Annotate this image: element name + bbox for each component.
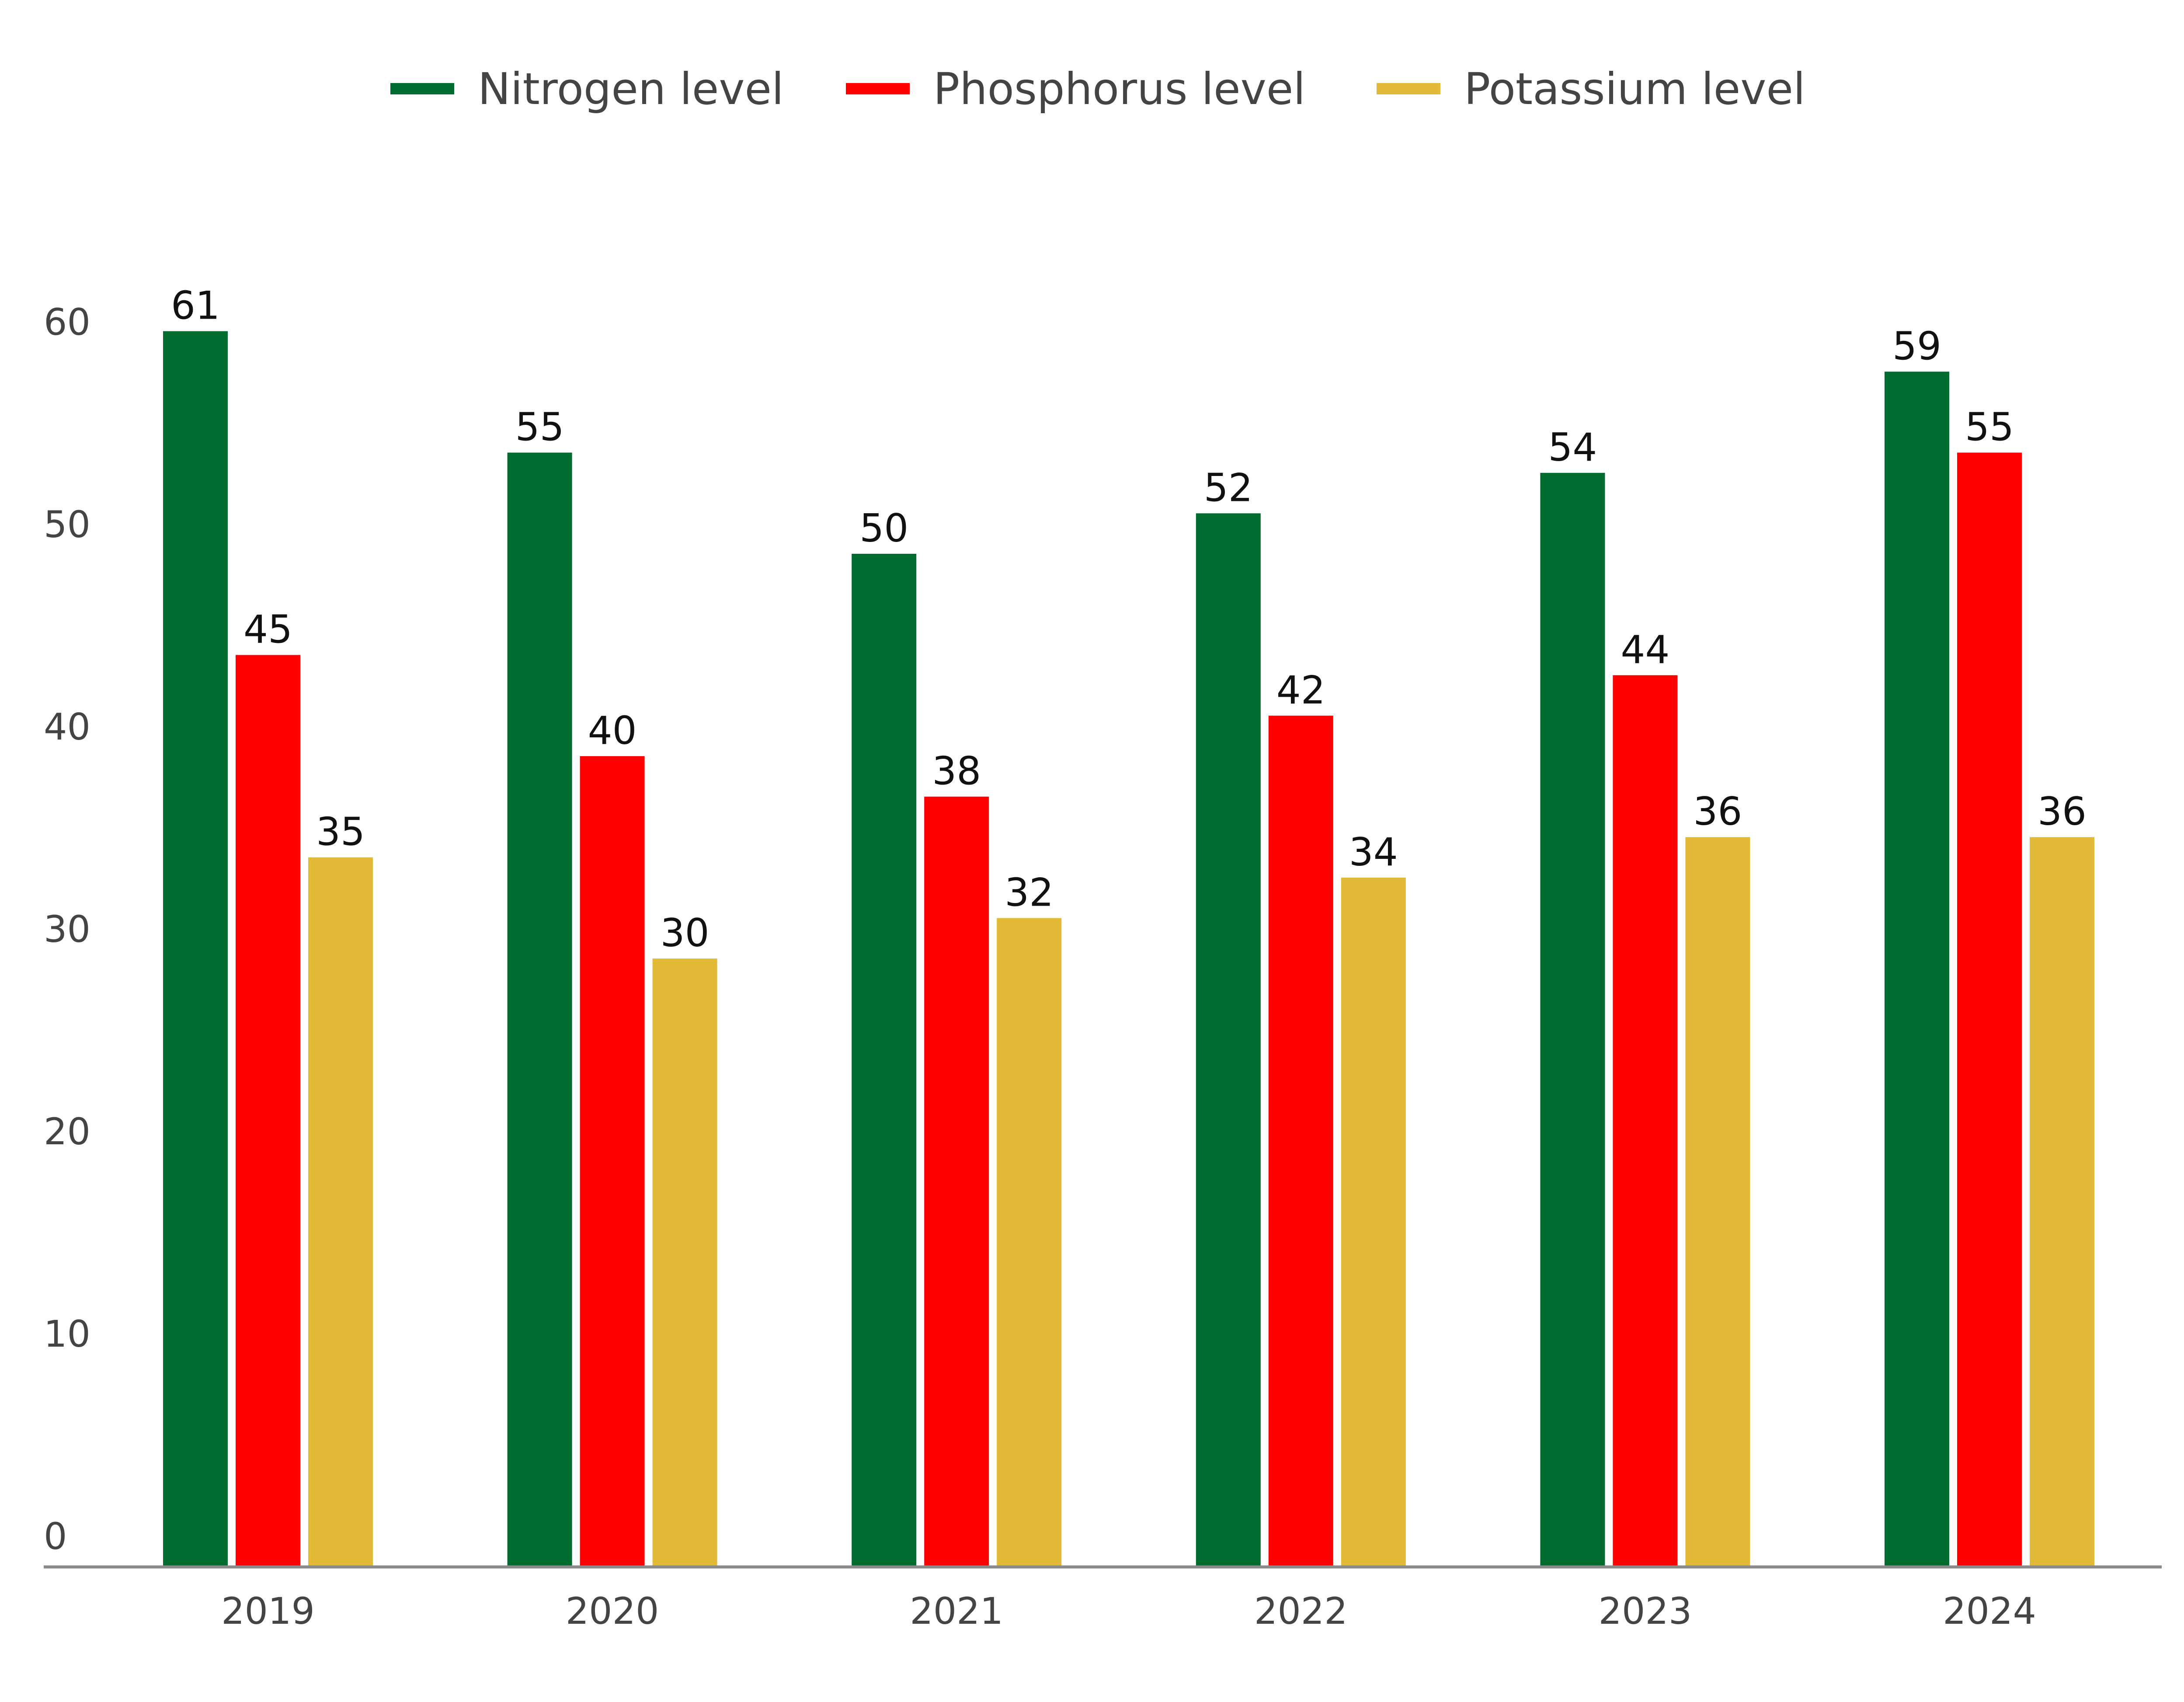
value-labels: 61 45 35 55 40 30 50 38 32 52 42 34 54 44 36 59 55 36 [171,283,2087,955]
bar-phosphorus-level-2019 [236,655,300,1566]
legend-label-potassium-level: Potassium level [1464,63,1805,115]
bar-nitrogen-level-2022 [1196,513,1261,1566]
bar-nitrogen-level-2020 [507,452,572,1566]
data-label-potassium-level-2020: 30 [661,910,709,955]
data-label-phosphorus-level-2024: 55 [1965,405,2014,450]
data-label-nitrogen-level-2024: 59 [1892,323,1941,368]
bar-phosphorus-level-2021 [924,796,989,1566]
x-tick-label-2020: 2020 [566,1590,659,1633]
y-tick-label: 50 [44,503,90,546]
y-tick-label: 0 [44,1515,67,1558]
data-label-nitrogen-level-2023: 54 [1548,425,1597,470]
legend-label-phosphorus-level: Phosphorus level [933,63,1305,115]
y-tick-label: 10 [44,1313,90,1355]
y-tick-label: 40 [44,705,90,748]
bars-group [163,331,2094,1566]
x-tick-label-2023: 2023 [1599,1590,1692,1633]
legend-label-nitrogen-level: Nitrogen level [478,63,784,115]
bar-potassium-level-2024 [2030,837,2094,1566]
y-axis-ticks: 0 10 20 30 40 50 60 [44,301,90,1558]
bar-nitrogen-level-2024 [1885,372,1949,1566]
data-label-phosphorus-level-2019: 45 [243,607,292,652]
bar-phosphorus-level-2023 [1613,675,1678,1566]
data-label-potassium-level-2019: 35 [316,809,365,854]
bar-phosphorus-level-2022 [1268,716,1333,1566]
data-label-potassium-level-2021: 32 [1005,870,1054,915]
legend-swatch-nitrogen-level [390,83,454,94]
data-label-potassium-level-2023: 36 [1693,789,1742,834]
bar-potassium-level-2021 [997,918,1062,1566]
legend-swatch-phosphorus-level [846,83,910,94]
bar-nitrogen-level-2023 [1540,472,1605,1566]
bar-potassium-level-2020 [652,959,717,1566]
legend-swatch-potassium-level [1377,83,1440,94]
data-label-potassium-level-2024: 36 [2038,789,2087,834]
data-label-potassium-level-2022: 34 [1349,830,1398,875]
bar-potassium-level-2022 [1341,877,1406,1566]
data-label-phosphorus-level-2023: 44 [1621,627,1669,672]
data-label-nitrogen-level-2020: 55 [515,405,564,450]
x-tick-label-2021: 2021 [910,1590,1003,1633]
x-tick-label-2019: 2019 [221,1590,315,1633]
y-tick-label: 20 [44,1110,90,1153]
data-label-nitrogen-level-2021: 50 [859,506,908,551]
data-label-phosphorus-level-2021: 38 [932,749,981,794]
data-label-phosphorus-level-2022: 42 [1276,667,1325,712]
x-tick-label-2024: 2024 [1943,1590,2036,1633]
y-tick-label: 30 [44,908,90,951]
bar-potassium-level-2023 [1685,837,1750,1566]
x-axis-ticks: 2019 2020 2021 2022 2023 2024 [221,1590,2036,1633]
data-label-phosphorus-level-2020: 40 [588,708,637,753]
bar-potassium-level-2019 [308,857,373,1566]
bar-nitrogen-level-2019 [163,331,228,1566]
data-label-nitrogen-level-2019: 61 [171,283,220,328]
x-tick-label-2022: 2022 [1254,1590,1348,1633]
data-label-nitrogen-level-2022: 52 [1204,465,1253,510]
bar-phosphorus-level-2024 [1957,452,2022,1566]
y-tick-label: 60 [44,301,90,344]
bar-phosphorus-level-2020 [580,756,645,1566]
bar-nitrogen-level-2021 [852,554,917,1566]
legend: Nitrogen level Phosphorus level Potassium … [390,63,1805,115]
